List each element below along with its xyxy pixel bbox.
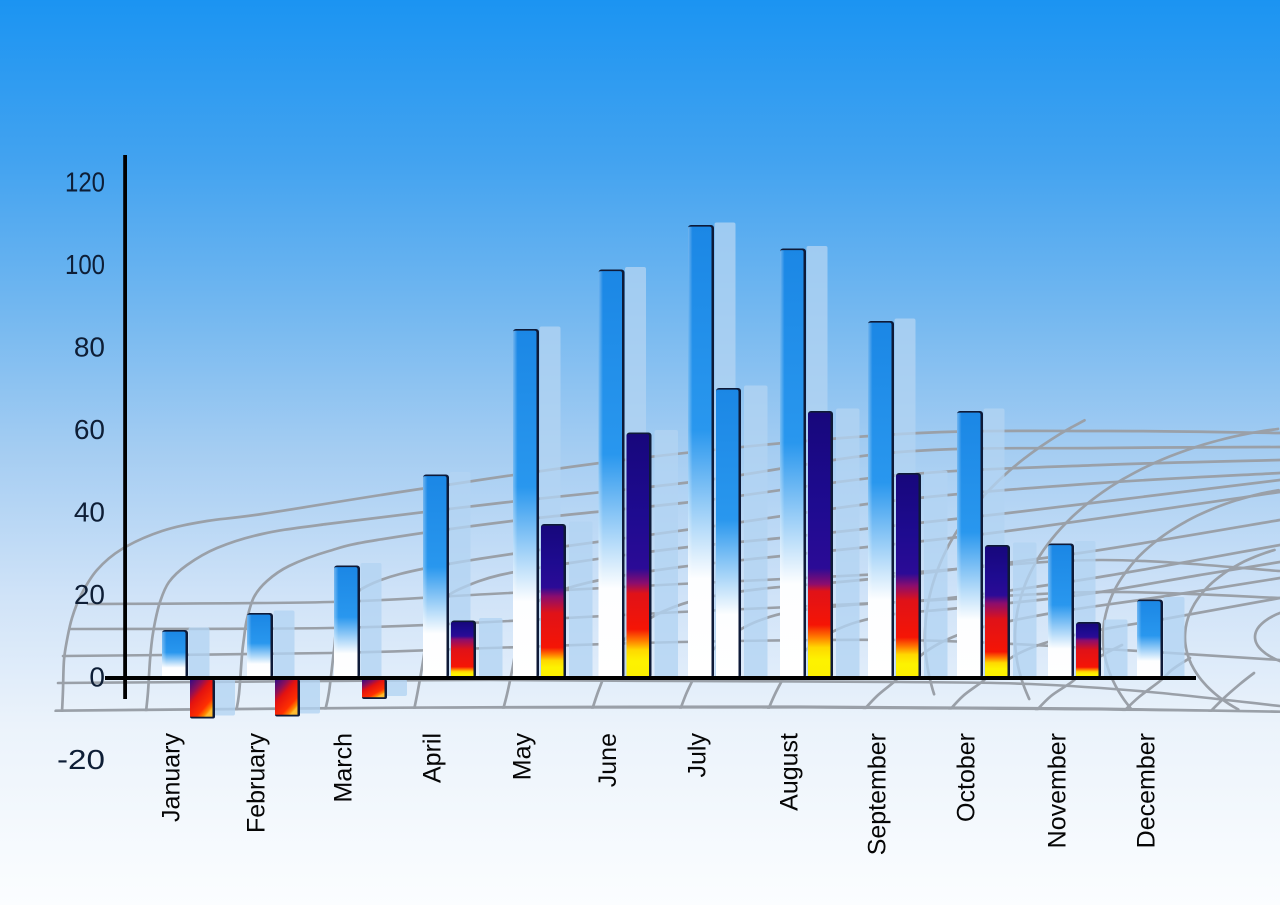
svg-text:20: 20 — [74, 579, 105, 610]
svg-text:August: August — [776, 733, 804, 811]
svg-text:October: October — [953, 733, 981, 822]
svg-text:100: 100 — [65, 249, 105, 280]
svg-text:July: July — [684, 733, 712, 778]
svg-text:September: September — [864, 733, 892, 855]
svg-text:November: November — [1044, 733, 1072, 848]
svg-text:120: 120 — [65, 167, 105, 198]
svg-text:June: June — [594, 733, 622, 787]
svg-text:March: March — [330, 733, 358, 802]
svg-text:40: 40 — [74, 497, 105, 528]
svg-text:April: April — [419, 733, 447, 783]
svg-text:January: January — [158, 733, 186, 822]
svg-text:0: 0 — [89, 662, 105, 693]
svg-text:80: 80 — [74, 332, 105, 363]
svg-text:60: 60 — [74, 414, 105, 445]
svg-text:December: December — [1133, 733, 1161, 848]
svg-text:-20: -20 — [57, 744, 105, 775]
svg-text:February: February — [243, 733, 271, 834]
svg-text:May: May — [509, 733, 537, 781]
